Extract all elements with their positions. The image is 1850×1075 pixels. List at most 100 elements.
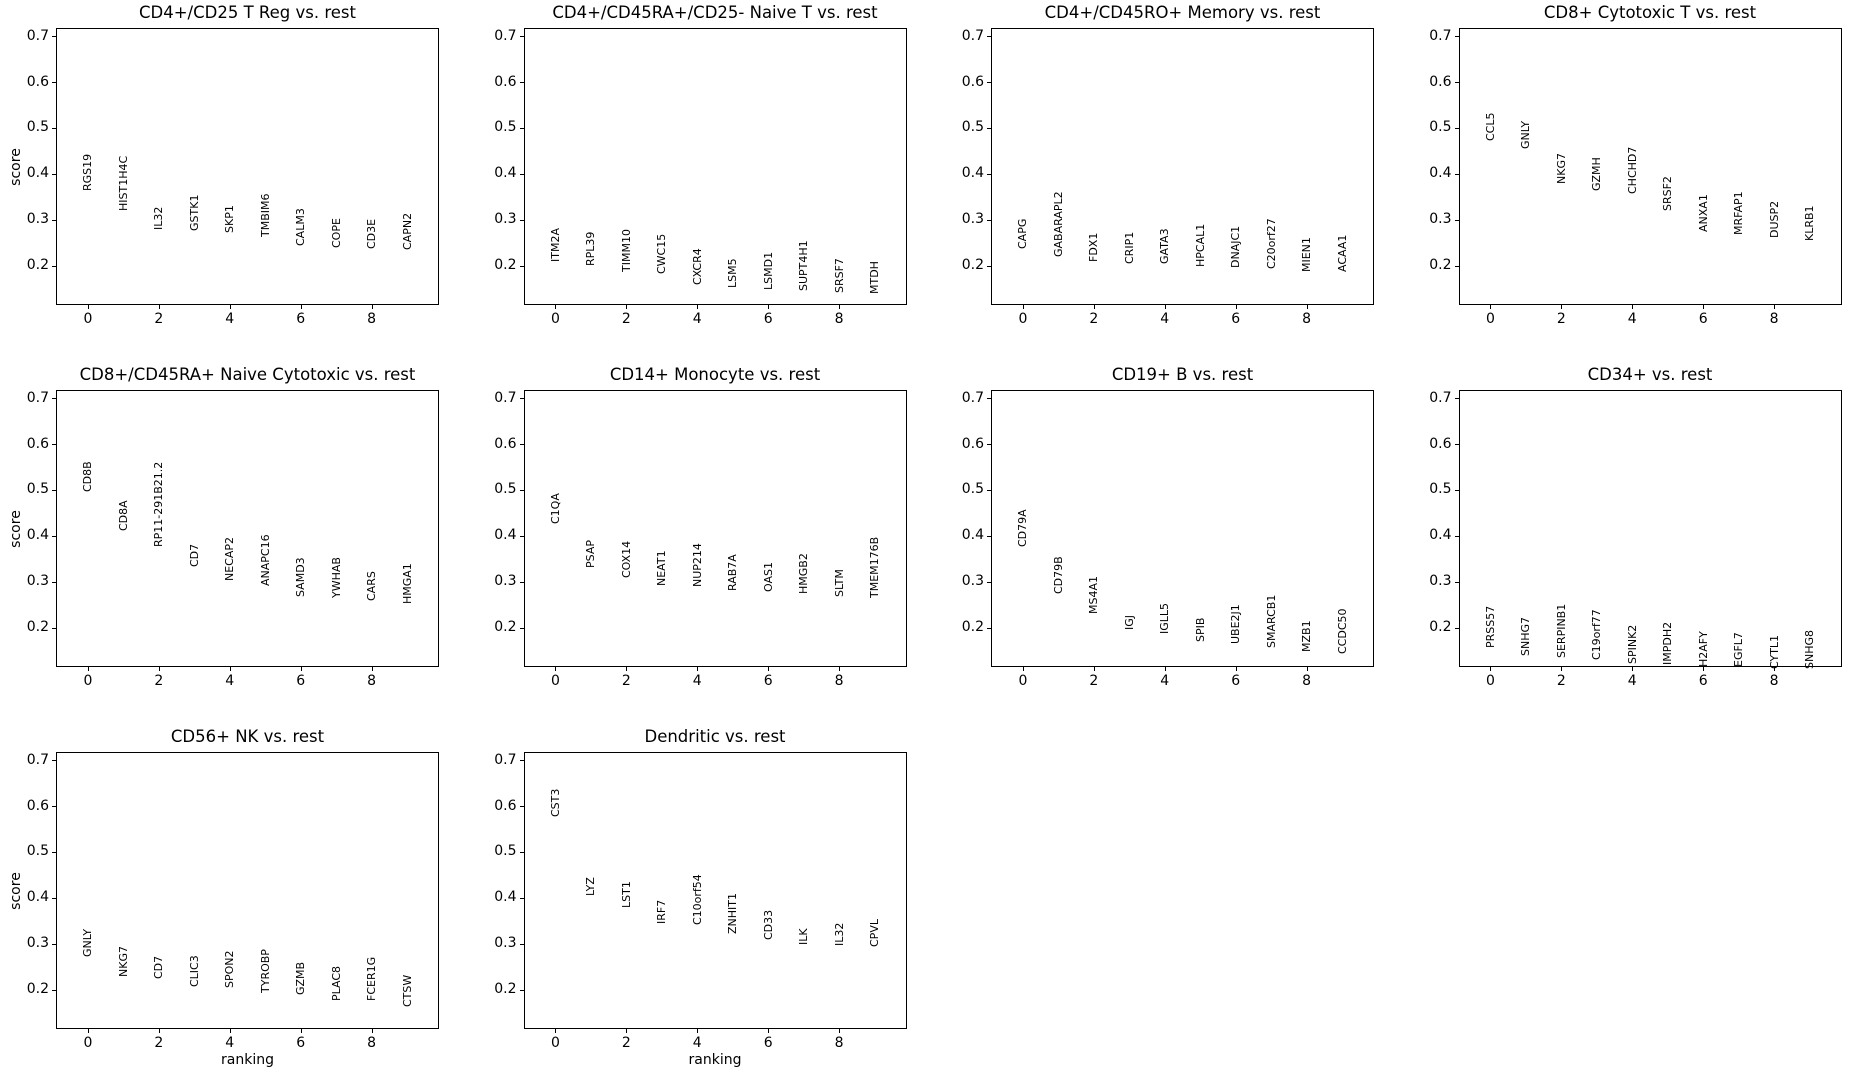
gene-label: ANAPC16 [258, 534, 272, 586]
y-tick-mark [1454, 36, 1459, 38]
y-tick-label: 0.4 [1429, 527, 1452, 544]
y-tick-label: 0.2 [494, 257, 517, 274]
y-tick-label: 0.5 [1429, 481, 1452, 498]
y-tick-mark [52, 806, 56, 808]
x-tick-mark [1561, 667, 1563, 671]
gene-label: DNAJC1 [1229, 225, 1243, 268]
gene-label: PLAC8 [329, 965, 343, 1001]
gene-label: RP11-291B21.2 [152, 461, 166, 547]
gene-label: CD7 [152, 955, 166, 979]
x-tick-label: 6 [763, 673, 773, 689]
x-tick-mark [1703, 305, 1705, 309]
gene-label: COPE [329, 218, 343, 249]
gene-label: C20orf27 [1264, 217, 1278, 269]
y-tick-label: 0.3 [961, 211, 984, 228]
y-tick-label: 0.5 [26, 119, 49, 136]
gene-label: FCER1G [365, 957, 379, 1002]
y-axis-label: score [8, 147, 24, 186]
y-tick-mark [519, 127, 524, 129]
y-tick-mark [1454, 535, 1459, 537]
y-tick-mark [52, 581, 56, 583]
x-tick-label: 6 [1698, 673, 1708, 689]
y-tick-mark [52, 535, 56, 537]
y-tick-mark [52, 943, 56, 945]
y-tick-label: 0.6 [494, 797, 517, 814]
gene-label: MIEN1 [1300, 237, 1314, 272]
y-tick-label: 0.2 [1429, 619, 1452, 636]
x-tick-mark [1022, 667, 1024, 671]
x-tick-mark [1490, 305, 1492, 309]
y-tick-mark [519, 943, 524, 945]
y-tick-mark [987, 581, 991, 583]
gene-label: NKG7 [1554, 153, 1568, 185]
gene-label: GSTK1 [187, 194, 201, 231]
subplot-title: CD56+ NK vs. rest [170, 727, 325, 746]
y-tick-mark [1454, 398, 1459, 400]
x-tick-label: 2 [621, 1035, 631, 1051]
y-tick-label: 0.7 [494, 27, 517, 44]
y-axis-label: score [8, 871, 24, 910]
y-tick-label: 0.7 [1429, 27, 1452, 44]
y-tick-label: 0.6 [26, 73, 49, 90]
y-tick-mark [519, 989, 524, 991]
x-tick-label: 0 [550, 1035, 560, 1051]
gene-label: RPL39 [584, 231, 598, 267]
subplot-title: CD8+ Cytotoxic T vs. rest [1543, 3, 1757, 22]
gene-label: MTDH [868, 261, 882, 295]
x-tick-mark [839, 1029, 841, 1033]
x-tick-mark [1093, 305, 1095, 309]
x-tick-mark [1235, 305, 1237, 309]
x-tick-label: 4 [225, 1035, 235, 1051]
y-tick-mark [52, 127, 56, 129]
y-tick-mark [519, 806, 524, 808]
y-tick-mark [987, 36, 991, 38]
subplot-title: CD4+/CD45RA+/CD25- Naive T vs. rest [552, 3, 878, 22]
x-tick-mark [87, 667, 89, 671]
y-tick-label: 0.2 [494, 619, 517, 636]
gene-label: SRSF7 [832, 258, 846, 294]
x-tick-mark [1022, 305, 1024, 309]
x-tick-mark [1306, 305, 1308, 309]
gene-label: CTSW [400, 974, 414, 1007]
y-tick-mark [1454, 265, 1459, 267]
gene-label: SUPT4H1 [797, 240, 811, 292]
x-axis-label: ranking [688, 1052, 742, 1068]
gene-label: SKP1 [223, 205, 237, 234]
x-axis-label: ranking [221, 1052, 274, 1068]
gene-label: CARS [365, 571, 379, 602]
gene-label: SERPINB1 [1554, 604, 1568, 659]
subplot-title: CD4+/CD25 T Reg vs. rest [139, 3, 356, 22]
axes-box [1458, 28, 1842, 305]
y-tick-label: 0.3 [494, 573, 517, 590]
x-tick-label: 4 [225, 311, 235, 327]
x-tick-label: 6 [1698, 311, 1708, 327]
axes-box [56, 752, 439, 1029]
y-tick-mark [52, 760, 56, 762]
x-tick-mark [371, 305, 373, 309]
x-tick-mark [1306, 667, 1308, 671]
y-tick-mark [52, 989, 56, 991]
y-tick-label: 0.2 [26, 619, 49, 636]
gene-label: CD8B [81, 461, 95, 493]
gene-label: CCL5 [1483, 112, 1497, 141]
gene-label: RGS19 [81, 154, 95, 192]
y-tick-mark [519, 581, 524, 583]
gene-label: DUSP2 [1767, 200, 1781, 238]
gene-label: IGJ [1122, 615, 1136, 631]
gene-label: SPON2 [223, 950, 237, 989]
y-tick-label: 0.5 [26, 843, 49, 860]
y-tick-mark [52, 173, 56, 175]
gene-label: IMPDH2 [1661, 622, 1675, 666]
gene-label: SLTM [832, 569, 846, 598]
x-tick-label: 0 [83, 1035, 93, 1051]
gene-label: PSAP [584, 540, 598, 569]
gene-label: LSM5 [726, 258, 740, 289]
x-tick-mark [158, 1029, 160, 1033]
axes-box [56, 390, 439, 667]
gene-label: CD79A [1016, 509, 1030, 547]
y-tick-mark [1454, 173, 1459, 175]
y-tick-mark [987, 627, 991, 629]
y-tick-mark [987, 265, 991, 267]
x-tick-mark [1235, 667, 1237, 671]
x-tick-mark [555, 1029, 557, 1033]
